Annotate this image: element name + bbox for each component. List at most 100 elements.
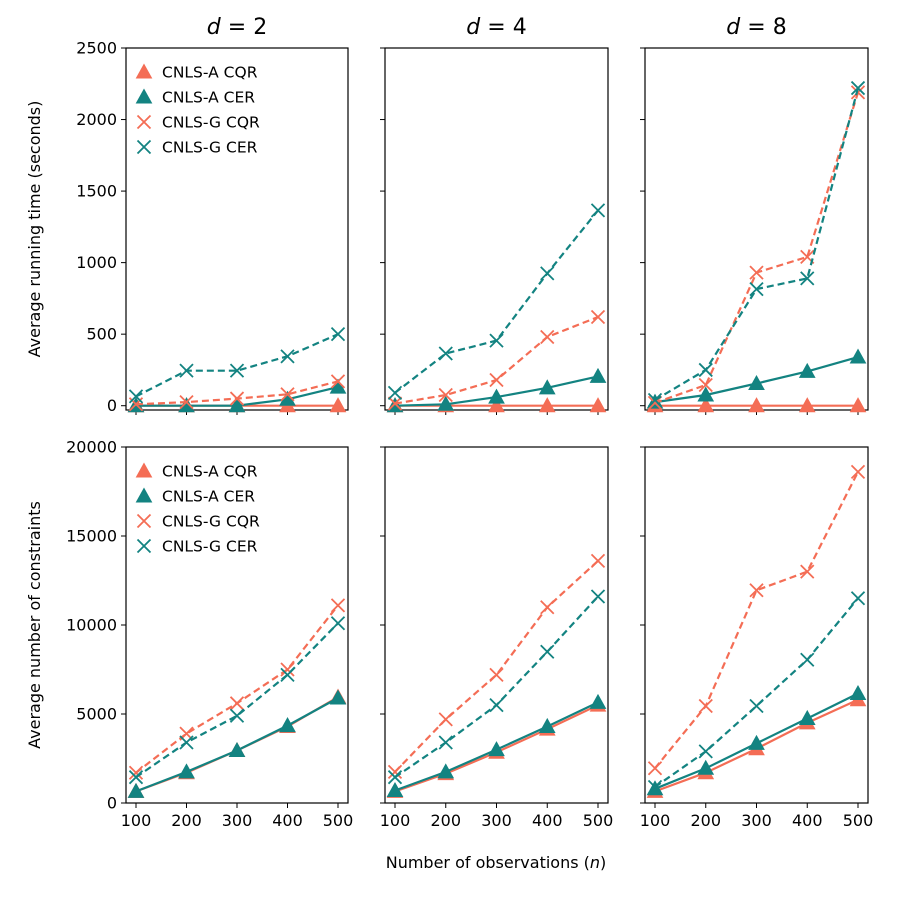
point-cnls-g-cer <box>489 333 504 348</box>
point-cnls-g-cqr <box>800 564 815 579</box>
point-cnls-g-cer <box>749 281 764 297</box>
point-cnls-a-cer <box>488 741 505 757</box>
x-tick-label: 200 <box>430 811 461 830</box>
panel-frame <box>384 47 609 411</box>
x-tick-label: 100 <box>121 811 152 830</box>
legend: CNLS-A CQR CNLS-A CER CNLS-G CQR CNLS-G CER <box>135 63 260 157</box>
point-cnls-g-cer <box>179 363 194 378</box>
point-cnls-g-cer <box>590 203 606 218</box>
point-cnls-g-cer <box>330 327 346 342</box>
y-tick-label: 5000 <box>76 705 117 724</box>
point-cnls-g-cqr <box>179 394 194 410</box>
point-cnls-g-cer <box>590 589 606 604</box>
point-cnls-g-cer <box>698 362 713 378</box>
column-title-3: d = 8 <box>726 15 786 40</box>
point-cnls-g-cer <box>438 346 453 361</box>
point-cnls-a-cer <box>849 685 867 701</box>
point-cnls-a-cer <box>437 395 455 411</box>
legend-marker <box>136 538 152 554</box>
point-cnls-a-cer <box>538 379 556 395</box>
point-cnls-g-cqr <box>128 765 144 780</box>
x-tick-label: 500 <box>323 811 354 830</box>
point-cnls-a-cer <box>127 782 145 798</box>
panel-frame <box>644 47 869 411</box>
legend-marker <box>136 513 152 529</box>
point-cnls-g-cqr <box>438 712 453 727</box>
point-cnls-a-cqr <box>538 397 556 413</box>
point-cnls-g-cqr <box>647 761 663 776</box>
y-tick-label: 2000 <box>76 110 117 129</box>
y-tick-label: 1500 <box>76 182 117 201</box>
point-cnls-g-cqr <box>749 265 764 280</box>
point-cnls-a-cqr <box>798 397 816 413</box>
point-cnls-a-cer <box>386 782 404 798</box>
point-cnls-g-cer <box>387 385 403 400</box>
panel-r2-c1: 0 5000 10000 15000 20000 100 200 300 400 500 CNLS-… <box>66 438 353 831</box>
series-line-cnls-g-cer <box>135 333 339 398</box>
point-cnls-g-cer <box>438 735 453 750</box>
series-line-cnls-g-cqr <box>394 560 599 773</box>
point-cnls-g-cer <box>540 644 555 659</box>
point-cnls-g-cqr <box>698 698 713 714</box>
point-cnls-g-cer <box>850 80 866 96</box>
legend-label: CNLS-A CER <box>162 488 255 506</box>
column-title-2: d = 4 <box>466 15 526 40</box>
point-cnls-g-cer <box>229 363 245 378</box>
point-cnls-g-cer <box>489 697 504 713</box>
point-cnls-g-cqr <box>590 309 606 325</box>
legend-marker <box>135 63 153 79</box>
legend-marker <box>135 487 153 503</box>
point-cnls-g-cqr <box>330 598 346 613</box>
legend-label: CNLS-G CER <box>162 538 258 556</box>
legend-label: CNLS-G CQR <box>162 114 260 132</box>
point-cnls-g-cqr <box>387 396 403 411</box>
legend-label: CNLS-G CQR <box>162 513 260 531</box>
y-tick-label: 15000 <box>66 527 117 546</box>
point-cnls-g-cqr <box>229 696 245 711</box>
point-cnls-a-cqr <box>697 397 715 413</box>
point-cnls-g-cqr <box>280 387 295 402</box>
point-cnls-a-cer <box>279 717 296 733</box>
point-cnls-a-cer <box>849 348 867 364</box>
legend-label: CNLS-A CQR <box>162 463 258 481</box>
point-cnls-g-cqr <box>280 662 295 677</box>
point-cnls-a-cer <box>538 717 556 733</box>
legend-marker <box>136 114 152 130</box>
point-cnls-g-cqr <box>850 464 866 480</box>
point-cnls-a-cqr <box>849 397 867 413</box>
point-cnls-g-cqr <box>438 387 453 403</box>
point-cnls-a-cer <box>697 759 715 775</box>
point-cnls-g-cqr <box>229 391 245 406</box>
y-tick-label: 500 <box>86 325 117 344</box>
series-line-cnls-g-cqr <box>654 471 859 769</box>
y-tick-label: 2500 <box>76 39 117 58</box>
x-tick-label: 200 <box>171 811 202 830</box>
point-cnls-a-cqr <box>748 397 765 413</box>
point-cnls-g-cer <box>800 652 815 667</box>
y-tick-label: 0 <box>107 396 117 415</box>
point-cnls-a-cer <box>798 362 816 378</box>
point-cnls-a-cer <box>748 734 765 750</box>
point-cnls-a-cqr <box>589 397 607 413</box>
point-cnls-g-cer <box>698 744 713 759</box>
point-cnls-a-cqr <box>329 397 347 413</box>
series-line-cnls-g-cer <box>654 597 859 788</box>
series-line-cnls-g-cqr <box>654 92 860 404</box>
point-cnls-a-cer <box>589 693 607 709</box>
point-cnls-g-cqr <box>590 553 606 569</box>
panel-r2-c3: 100 200 300 400 500 <box>640 446 874 830</box>
point-cnls-g-cer <box>387 770 403 785</box>
x-tick-label: 400 <box>532 811 563 830</box>
legend-marker <box>135 88 153 104</box>
point-cnls-a-cer <box>488 388 505 404</box>
x-tick-label: 500 <box>843 811 874 830</box>
point-cnls-g-cer <box>128 770 144 785</box>
panel-r2-c2: 100 200 300 400 500 <box>380 446 613 830</box>
point-cnls-a-cer <box>329 689 347 705</box>
point-cnls-g-cqr <box>698 377 713 393</box>
panel-r1-c1: 0 500 1000 1500 2000 2500 CNLS-A CQR CNLS-A CER… <box>76 39 349 415</box>
panel-r1-c3 <box>640 47 869 415</box>
point-cnls-a-cer <box>697 386 715 402</box>
point-cnls-g-cer <box>128 389 144 404</box>
point-cnls-g-cer <box>540 266 555 281</box>
